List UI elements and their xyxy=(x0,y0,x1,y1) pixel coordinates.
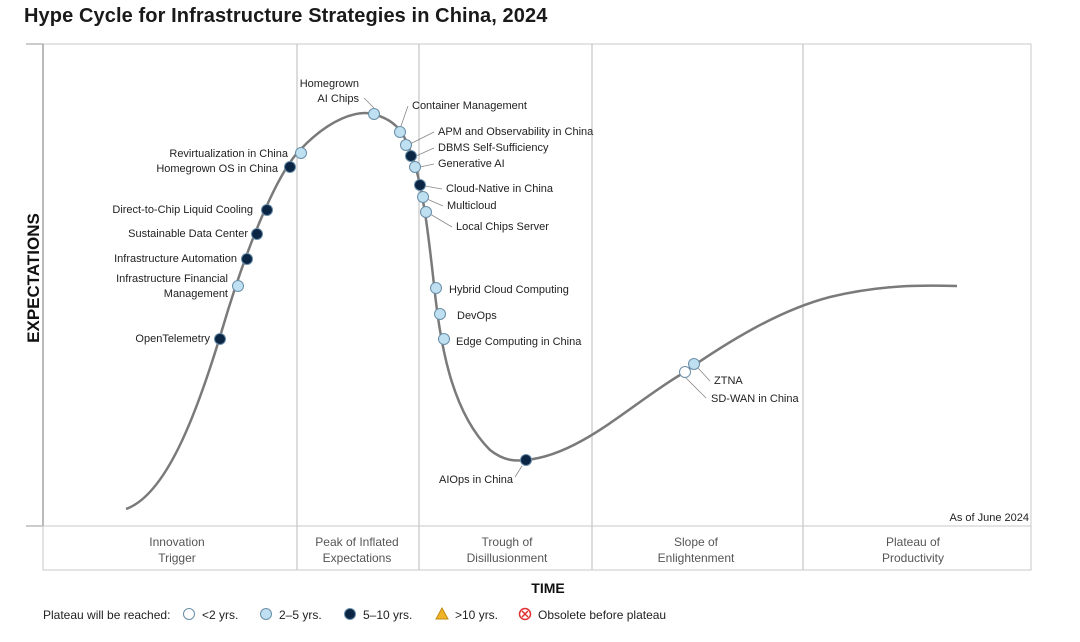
tech-label: APM and Observability in China xyxy=(438,126,594,138)
marker-lt2 xyxy=(679,366,691,378)
marker-5to10 xyxy=(520,454,532,466)
marker-2to5 xyxy=(409,161,421,173)
phase-label: Productivity xyxy=(882,551,944,565)
y-axis-label: EXPECTATIONS xyxy=(24,213,43,343)
phase-label: Plateau of xyxy=(886,535,941,549)
tech-label: AIOps in China xyxy=(439,474,514,486)
tech-label: AI Chips xyxy=(317,93,359,105)
tech-label: Hybrid Cloud Computing xyxy=(449,284,569,296)
marker-5to10 xyxy=(284,161,296,173)
tech-label: SD-WAN in China xyxy=(711,393,799,405)
tech-label: Container Management xyxy=(412,100,527,112)
marker-5to10 xyxy=(241,253,253,265)
marker-2to5 xyxy=(400,139,412,151)
marker-2to5 xyxy=(420,206,432,218)
tech-label: Homegrown OS in China xyxy=(156,163,279,175)
tech-label: Direct-to-Chip Liquid Cooling xyxy=(112,204,253,216)
marker-2to5 xyxy=(368,108,380,120)
leader-line xyxy=(685,377,707,399)
leader-line xyxy=(415,147,435,157)
tech-label: Homegrown xyxy=(300,78,359,90)
marker-2to5 xyxy=(417,191,429,203)
tech-label: Multicloud xyxy=(447,200,497,212)
legend-title: Plateau will be reached: xyxy=(43,608,170,622)
tech-label: Generative AI xyxy=(438,158,505,170)
leader-line xyxy=(400,105,409,127)
tech-label: ZTNA xyxy=(714,375,743,387)
marker-2to5 xyxy=(438,333,450,345)
tech-label: DBMS Self-Sufficiency xyxy=(438,142,549,154)
tech-label: Infrastructure Automation xyxy=(114,253,237,265)
legend-label: <2 yrs. xyxy=(202,608,238,622)
tech-label: Local Chips Server xyxy=(456,221,549,233)
marker-2to5 xyxy=(430,282,442,294)
phase-label: Disillusionment xyxy=(467,551,548,565)
leader-line xyxy=(697,367,711,382)
leader-line xyxy=(409,131,435,145)
leader-line xyxy=(363,97,375,109)
leader-line xyxy=(419,163,435,168)
phase-label: Innovation xyxy=(149,535,204,549)
legend-label: >10 yrs. xyxy=(455,608,498,622)
leader-line xyxy=(424,185,443,190)
tech-label: DevOps xyxy=(457,310,497,322)
marker-2to5 xyxy=(688,358,700,370)
marker-2to5 xyxy=(394,126,406,138)
tech-label: Sustainable Data Center xyxy=(128,228,248,240)
leader-line xyxy=(514,465,523,478)
marker-5to10 xyxy=(414,179,426,191)
tech-label: OpenTelemetry xyxy=(135,333,210,345)
tech-label: Infrastructure Financial xyxy=(116,273,228,285)
legend-label: 2–5 yrs. xyxy=(279,608,322,622)
marker-2to5 xyxy=(232,280,244,292)
legend-obsolete-cross xyxy=(521,610,529,618)
tech-label: Cloud-Native in China xyxy=(446,183,554,195)
legend-label: 5–10 yrs. xyxy=(363,608,412,622)
marker-2to5 xyxy=(295,147,307,159)
leader-line xyxy=(429,213,453,228)
leader-line xyxy=(426,198,444,207)
legend-triangle-marker xyxy=(435,606,449,620)
x-axis-label: TIME xyxy=(531,580,564,596)
marker-2to5 xyxy=(434,308,446,320)
phase-band xyxy=(42,525,1032,571)
marker-5to10 xyxy=(261,204,273,216)
marker-5to10 xyxy=(214,333,226,345)
marker-5to10 xyxy=(405,150,417,162)
phase-label: Expectations xyxy=(323,551,392,565)
tech-label: Edge Computing in China xyxy=(456,336,582,348)
chart-title: Hype Cycle for Infrastructure Strategies… xyxy=(24,5,548,27)
marker-5to10 xyxy=(251,228,263,240)
legend-marker-2to5 xyxy=(260,608,272,620)
phase-label: Trough of xyxy=(482,535,534,549)
legend-marker-5to10 xyxy=(344,608,356,620)
phase-label: Trigger xyxy=(158,551,196,565)
legend-marker-lt2 xyxy=(183,608,195,620)
legend-label: Obsolete before plateau xyxy=(538,608,666,622)
phase-label: Enlightenment xyxy=(658,551,735,565)
tech-label: Revirtualization in China xyxy=(169,148,288,160)
tech-label: Management xyxy=(164,288,228,300)
phase-label: Peak of Inflated xyxy=(315,535,398,549)
as-of-note: As of June 2024 xyxy=(949,512,1029,524)
phase-label: Slope of xyxy=(674,535,719,549)
